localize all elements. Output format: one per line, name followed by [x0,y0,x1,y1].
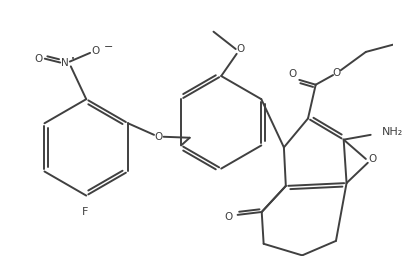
Text: −: − [103,42,113,52]
Text: F: F [82,207,88,217]
Text: O: O [224,212,232,222]
Text: O: O [288,69,296,79]
Text: O: O [92,46,100,56]
Text: O: O [34,54,42,64]
Text: O: O [332,68,340,78]
Text: NH₂: NH₂ [381,127,403,137]
Text: O: O [236,44,244,54]
Text: O: O [154,132,162,142]
Text: N: N [61,57,69,68]
Text: •: • [70,56,75,62]
Text: O: O [368,154,376,164]
